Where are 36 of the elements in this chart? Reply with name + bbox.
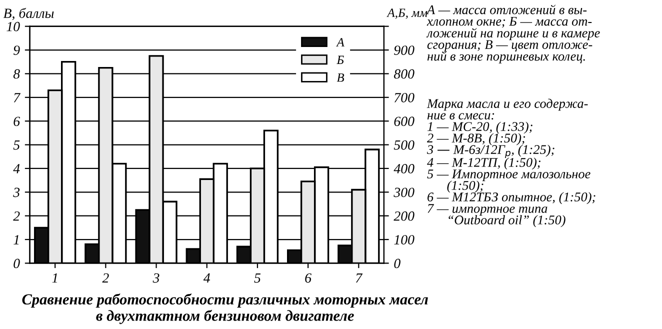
legend-label: А xyxy=(336,38,344,46)
x-tick-label: 4 xyxy=(203,273,210,283)
y-tick-label: 3 xyxy=(13,188,20,198)
y2-tick-label: 300 xyxy=(394,188,414,198)
x-tick-label: 5 xyxy=(254,273,261,283)
text: Сравнение работоспособности различных моторных масел в двухтактном бензиновом двигателе xyxy=(22,293,428,324)
y2-tick-label: 500 xyxy=(394,140,414,150)
y-tick-label: 7 xyxy=(14,93,21,102)
y-tick-label: 9 xyxy=(14,46,20,55)
y2-tick-label: 0 xyxy=(394,258,400,268)
legend-label: В xyxy=(336,73,344,82)
y2-tick-label: 400 xyxy=(394,164,414,174)
y2-tick-label: 700 xyxy=(394,92,414,102)
text: А — масса отложений в вы- хлопном окне; Б — масса от- ложений на поршне и в камере сгорания; В — цвет отложе- ний в зоне поршневых колец. xyxy=(426,4,600,64)
y2-tick-label: 200 xyxy=(394,211,414,221)
y-tick-label: 0 xyxy=(14,258,20,268)
x-tick-label: 7 xyxy=(356,273,363,283)
y-tick-label: 1 xyxy=(14,235,19,244)
y2-tick-label: 900 xyxy=(394,46,414,55)
x-tick-label: 3 xyxy=(152,273,160,283)
y-tick-label: 10 xyxy=(6,22,20,32)
text: Марка масла и его содержа- ние в смеси: 1 — МС-20, (1:33); 2 — М-8В, (1:50); 3 — М-6з/12Г$_{р}$, (1:25); 4 — М-12ТП, (1:50); 5 — Импортное малозольное (1:50); 6 — М12ТБЗ опытное, (1:50); 7 — импортное типа “Outboard oil” (1:50) xyxy=(426,98,596,228)
y2-axis-title: А,Б, мм xyxy=(386,8,428,19)
y2-tick-label: 100 xyxy=(394,235,414,244)
x-tick-label: 2 xyxy=(102,273,109,283)
y2-tick-label: 600 xyxy=(394,116,414,126)
y-tick-label: 6 xyxy=(14,116,20,126)
y-tick-label: 8 xyxy=(13,69,20,79)
y-tick-label: 4 xyxy=(13,164,20,174)
y-axis-title: В, баллы xyxy=(3,8,54,20)
y-tick-label: 2 xyxy=(13,211,20,221)
y2-tick-label: 800 xyxy=(394,69,414,79)
x-tick-label: 6 xyxy=(305,273,312,283)
y-tick-label: 5 xyxy=(13,140,20,150)
x-tick-label: 1 xyxy=(52,273,58,283)
legend-label: Б xyxy=(336,56,344,64)
